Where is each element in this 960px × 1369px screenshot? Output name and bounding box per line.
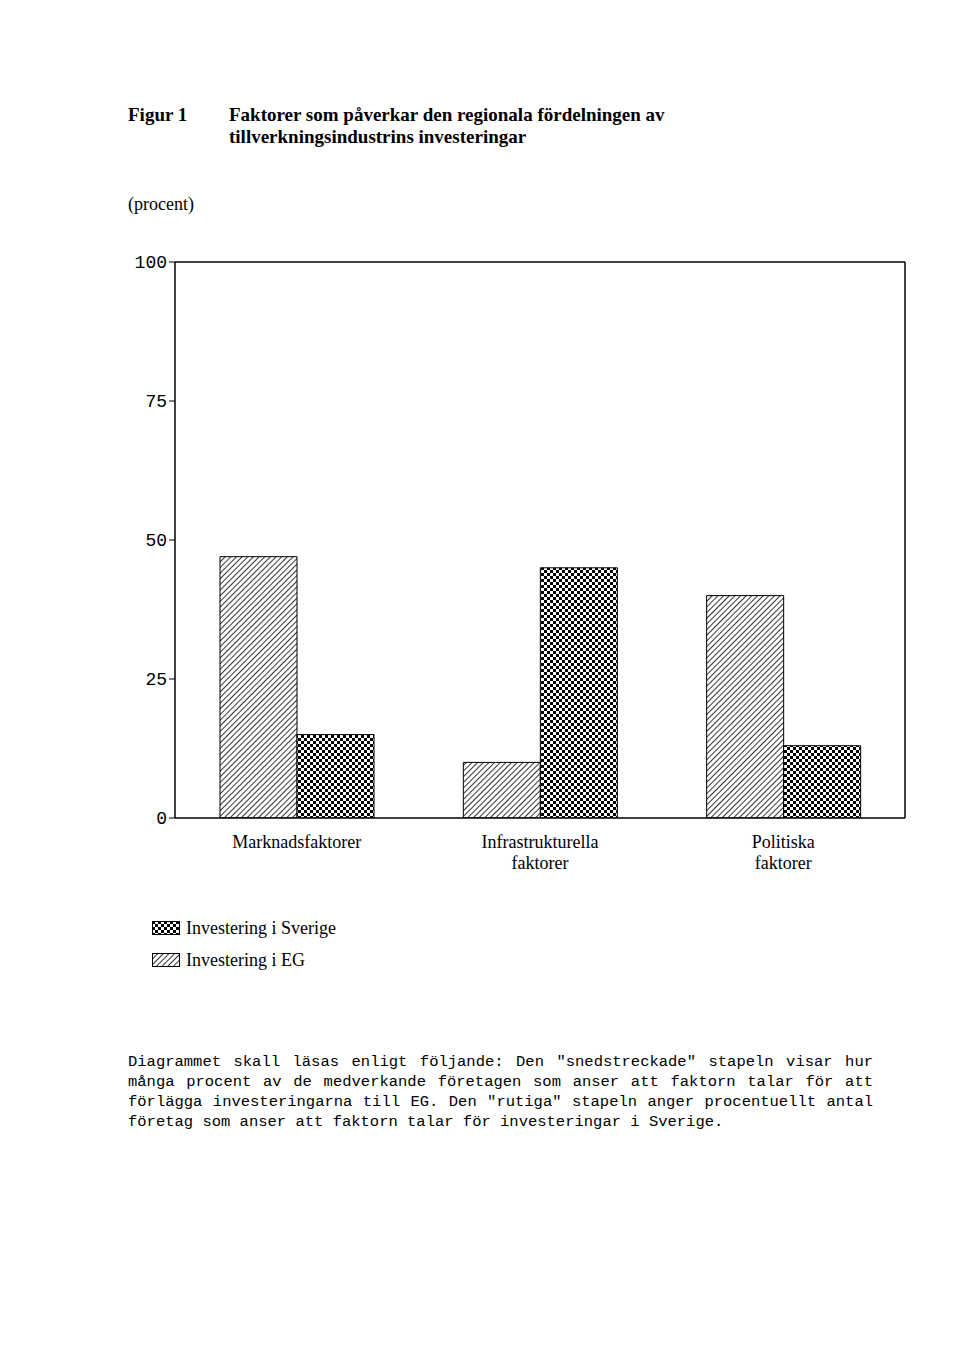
html-text:Diagrammet skall läsas enligt: Diagrammet skall läsas enligt följande: … [128, 1053, 873, 1131]
svg-text:Marknadsfaktorer: Marknadsfaktorer [232, 832, 361, 852]
svg-text:Infrastrukturellafaktorer: Infrastrukturellafaktorer [482, 832, 599, 873]
html-text:Figur 1: Figur 1 [128, 104, 188, 125]
svg-text:100: 100 [135, 253, 167, 273]
svg-text:50: 50 [145, 531, 167, 551]
html-text:Investering i EG: Investering i EG [186, 949, 305, 970]
html-text:Faktorer som påverkar den regi: Faktorer som påverkar den regionala förd… [229, 104, 665, 147]
svg-text:75: 75 [145, 392, 167, 412]
svg-text:25: 25 [145, 670, 167, 690]
svg-text:Politiskafaktorer: Politiskafaktorer [752, 832, 815, 873]
svg-text:0: 0 [156, 809, 167, 829]
html-text:Investering i Sverige: Investering i Sverige [186, 917, 336, 938]
html-text:(procent): (procent) [128, 194, 194, 214]
